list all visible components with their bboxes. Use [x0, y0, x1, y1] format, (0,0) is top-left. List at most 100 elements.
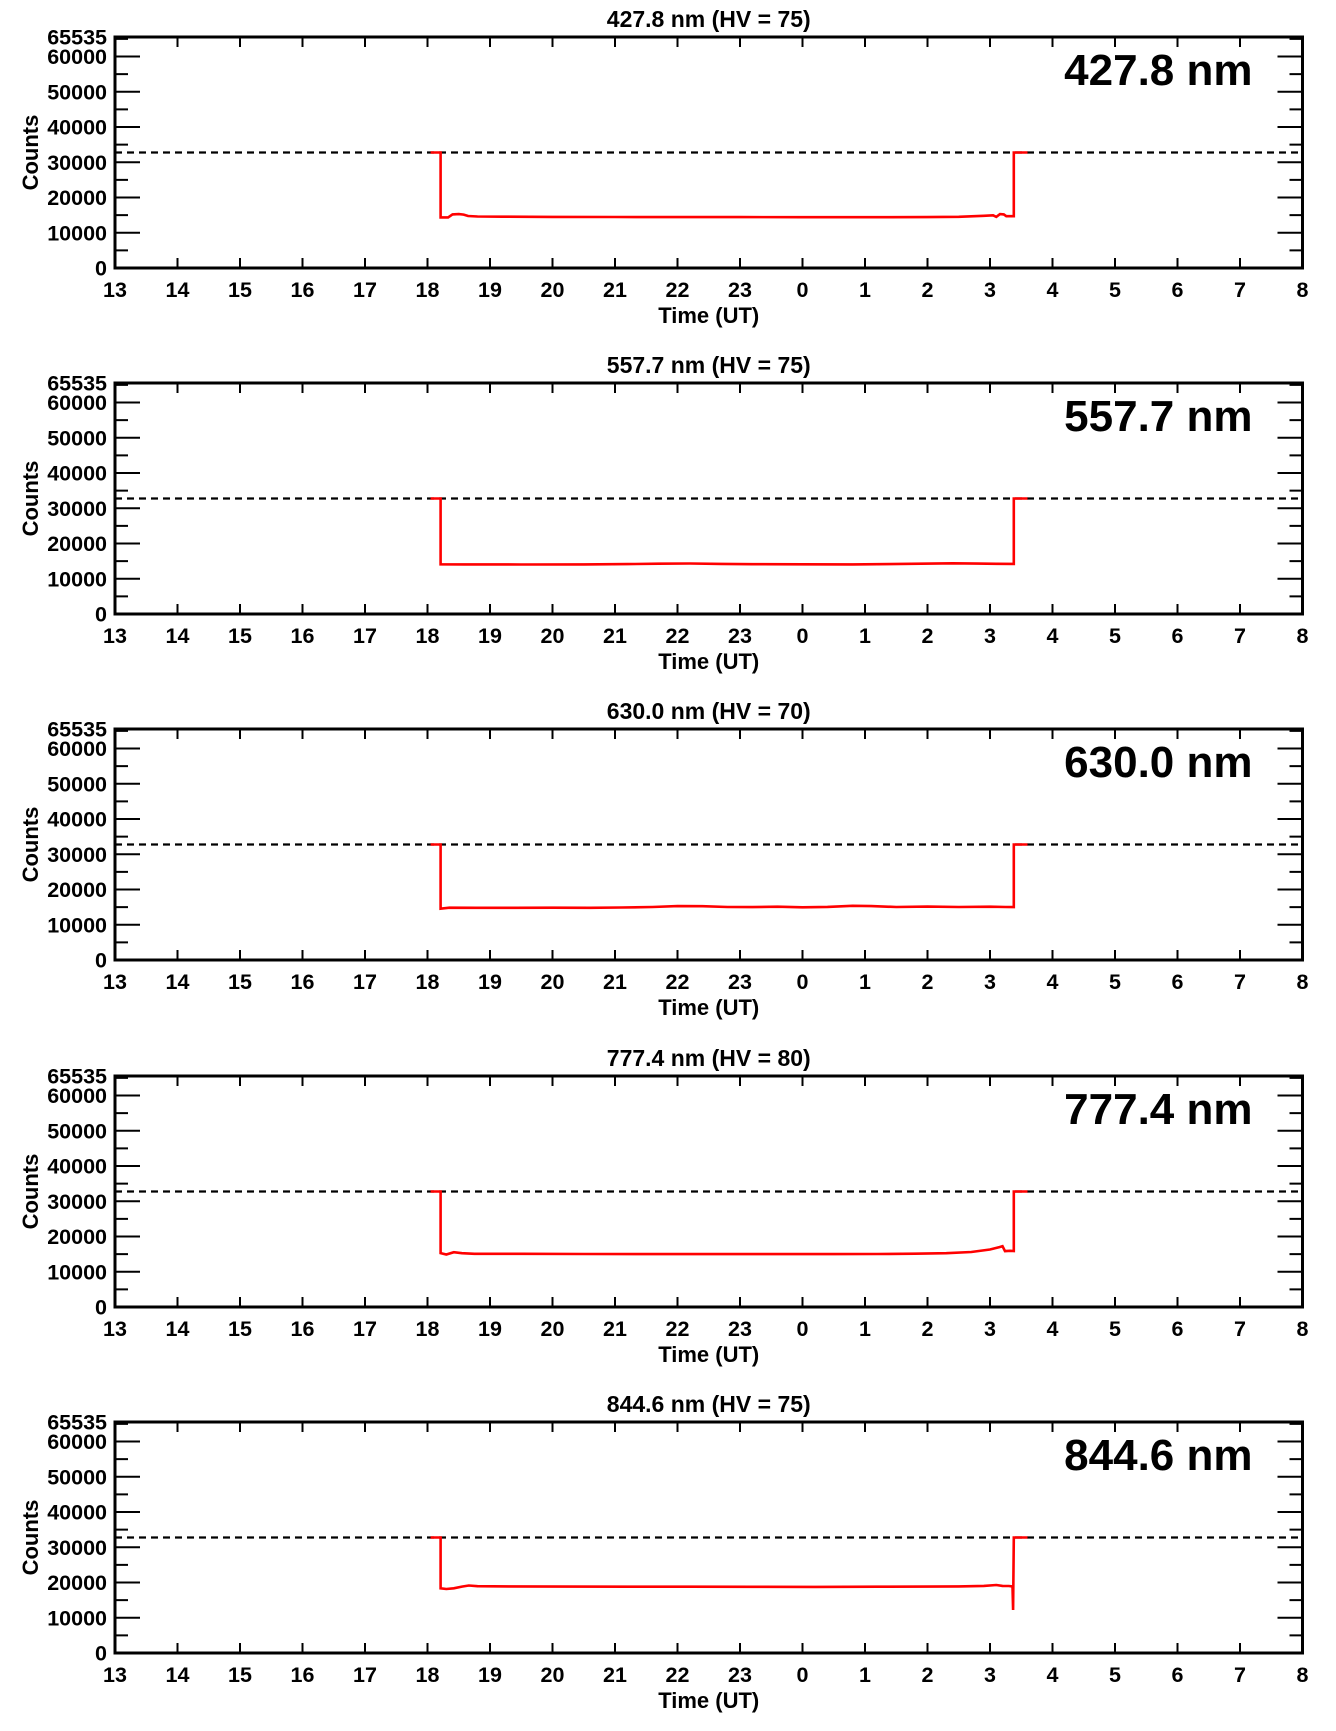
x-tick-label: 17 [353, 1663, 377, 1687]
x-tick-label: 4 [1047, 1317, 1059, 1341]
x-tick-label: 0 [797, 624, 809, 648]
x-tick-label: 5 [1109, 1317, 1121, 1341]
x-tick-label: 8 [1297, 1317, 1309, 1341]
x-tick-label: 19 [478, 624, 502, 648]
panel-title: 844.6 nm (HV = 75) [607, 1391, 811, 1417]
y-tick-label: 20000 [47, 532, 107, 556]
x-tick-label: 6 [1172, 278, 1184, 302]
y-tick-label: 10000 [47, 914, 107, 938]
x-axis-label: Time (UT) [658, 1688, 759, 1713]
y-tick-label: 20000 [47, 1571, 107, 1595]
y-axis-label: Counts [18, 461, 43, 537]
y-tick-label: 50000 [47, 426, 107, 450]
x-tick-label: 21 [603, 970, 627, 994]
x-axis-label: Time (UT) [658, 649, 759, 674]
x-tick-label: 13 [103, 970, 127, 994]
x-tick-label: 0 [797, 278, 809, 302]
x-tick-label: 18 [416, 1663, 440, 1687]
wavelength-label: 844.6 nm [1064, 1431, 1252, 1480]
y-tick-label: 65535 [47, 1064, 107, 1088]
chart-panel-844.6-nm: 13 14 15 16 17 18 19 20 21 22 23 0 1 2 3 4 5 6 7 8 0 10000 200… [0, 1385, 1336, 1731]
y-tick-label: 60000 [47, 1084, 107, 1108]
x-tick-label: 13 [103, 1663, 127, 1687]
x-tick-label: 17 [353, 278, 377, 302]
x-tick-label: 22 [666, 970, 690, 994]
y-axis-label: Counts [18, 1153, 43, 1229]
x-tick-label: 21 [603, 278, 627, 302]
x-tick-label: 19 [478, 1663, 502, 1687]
x-tick-label: 21 [603, 1663, 627, 1687]
x-tick-label: 1 [859, 624, 871, 648]
x-tick-label: 21 [603, 624, 627, 648]
wavelength-label: 630.0 nm [1064, 738, 1252, 787]
y-tick-label: 20000 [47, 186, 107, 210]
x-tick-label: 20 [541, 1317, 565, 1341]
x-tick-label: 3 [984, 970, 996, 994]
y-tick-label: 60000 [47, 391, 107, 415]
x-tick-label: 2 [922, 970, 934, 994]
x-tick-label: 5 [1109, 278, 1121, 302]
y-tick-label: 65535 [47, 1410, 107, 1434]
x-tick-label: 20 [541, 278, 565, 302]
x-tick-label: 17 [353, 624, 377, 648]
counts-curve [430, 1535, 1028, 1610]
x-tick-label: 15 [228, 278, 252, 302]
y-tick-label: 10000 [47, 1606, 107, 1630]
y-tick-label: 20000 [47, 1225, 107, 1249]
x-tick-label: 16 [291, 1317, 315, 1341]
plot-frame [113, 381, 1304, 616]
x-tick-label: 4 [1047, 970, 1059, 994]
panel-title: 427.8 nm (HV = 75) [607, 6, 811, 32]
x-tick-label: 2 [922, 1317, 934, 1341]
x-tick-label: 7 [1234, 624, 1246, 648]
y-tick-label: 65535 [47, 26, 107, 50]
y-tick-label: 60000 [47, 737, 107, 761]
chart-panel-777.4-nm: 13 14 15 16 17 18 19 20 21 22 23 0 1 2 3 4 5 6 7 8 0 10000 200… [0, 1039, 1336, 1386]
x-tick-label: 6 [1172, 1663, 1184, 1687]
x-tick-label: 7 [1234, 1317, 1246, 1341]
x-tick-label: 15 [228, 1317, 252, 1341]
y-tick-label: 50000 [47, 773, 107, 797]
x-tick-label: 17 [353, 1317, 377, 1341]
y-tick-label: 20000 [47, 878, 107, 902]
x-tick-label: 16 [291, 1663, 315, 1687]
y-tick-label: 40000 [47, 462, 107, 486]
x-tick-label: 5 [1109, 970, 1121, 994]
x-tick-label: 16 [291, 278, 315, 302]
y-tick-label: 60000 [47, 45, 107, 69]
plot-frame [113, 1074, 1304, 1309]
x-tick-label: 18 [416, 1317, 440, 1341]
x-tick-label: 7 [1234, 1663, 1246, 1687]
y-tick-label: 10000 [47, 221, 107, 245]
x-tick-label: 18 [416, 970, 440, 994]
y-tick-label: 30000 [47, 843, 107, 867]
x-tick-label: 13 [103, 278, 127, 302]
counts-curve [430, 1189, 1028, 1256]
x-tick-label: 1 [859, 1317, 871, 1341]
x-tick-label: 2 [922, 624, 934, 648]
counts-curve [430, 497, 1028, 566]
panel-title: 557.7 nm (HV = 75) [607, 352, 811, 378]
x-tick-label: 5 [1109, 1663, 1121, 1687]
y-tick-label: 50000 [47, 80, 107, 104]
x-tick-label: 6 [1172, 624, 1184, 648]
x-tick-label: 0 [797, 1317, 809, 1341]
y-tick-label: 65535 [47, 718, 107, 742]
y-axis-label: Counts [18, 807, 43, 883]
plot-frame [113, 727, 1304, 962]
x-tick-label: 0 [797, 1663, 809, 1687]
x-tick-label: 3 [984, 1663, 996, 1687]
y-tick-label: 0 [95, 257, 107, 281]
x-tick-label: 1 [859, 970, 871, 994]
x-tick-label: 20 [541, 624, 565, 648]
x-tick-label: 4 [1047, 278, 1059, 302]
y-axis-label: Counts [18, 115, 43, 191]
x-tick-label: 20 [541, 1663, 565, 1687]
x-tick-label: 23 [728, 1663, 752, 1687]
x-tick-label: 6 [1172, 970, 1184, 994]
x-tick-label: 14 [166, 278, 190, 302]
x-tick-label: 7 [1234, 278, 1246, 302]
y-tick-label: 40000 [47, 116, 107, 140]
y-tick-label: 0 [95, 1295, 107, 1319]
y-tick-label: 30000 [47, 1189, 107, 1213]
